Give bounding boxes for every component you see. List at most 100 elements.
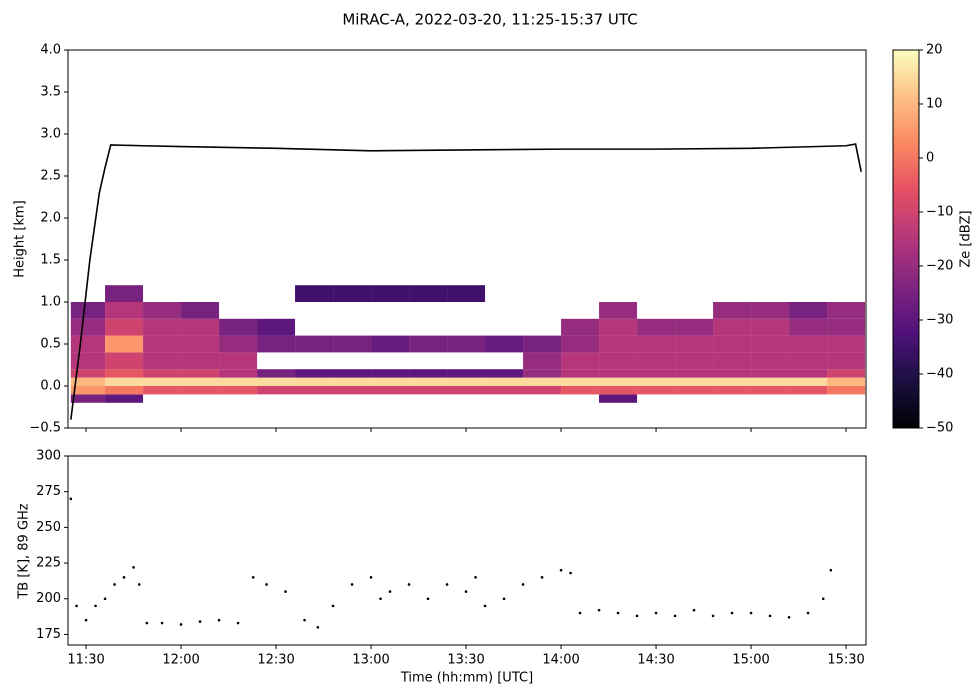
y-tick-label: 2.0 bbox=[40, 211, 61, 226]
heatmap-cell bbox=[599, 369, 638, 378]
colorbar-tick-label: −20 bbox=[926, 259, 953, 274]
tb-point bbox=[821, 597, 825, 601]
heatmap-cell bbox=[219, 377, 258, 386]
heatmap-cell bbox=[637, 377, 676, 386]
tb-point bbox=[445, 583, 449, 586]
y-tick-label: 0.0 bbox=[40, 379, 61, 394]
heatmap-cell bbox=[333, 285, 372, 302]
heatmap-cell bbox=[447, 335, 486, 353]
y-tick-label: 200 bbox=[36, 591, 61, 606]
x-tick-label: 13:00 bbox=[352, 653, 389, 668]
heatmap-cell bbox=[599, 302, 638, 319]
heatmap-cell bbox=[637, 386, 676, 395]
heatmap-cell bbox=[371, 386, 410, 395]
heatmap-cell bbox=[105, 318, 144, 336]
tb-point bbox=[521, 583, 525, 586]
heatmap-cell bbox=[295, 335, 334, 353]
x-tick-label: 13:30 bbox=[447, 653, 484, 668]
tb-point bbox=[502, 597, 506, 601]
tb-point bbox=[616, 611, 620, 615]
tb-point bbox=[103, 597, 107, 601]
heatmap-cell bbox=[637, 369, 676, 378]
heatmap-cell bbox=[70, 377, 106, 386]
heatmap-cell bbox=[751, 318, 790, 336]
heatmap-cell bbox=[827, 302, 866, 319]
heatmap-cell bbox=[219, 318, 258, 336]
heatmap-cell bbox=[105, 394, 144, 403]
colorbar-label: Ze [dBZ] bbox=[959, 210, 974, 267]
y-tick-label: 300 bbox=[36, 449, 61, 464]
heatmap-cell bbox=[181, 377, 220, 386]
heatmap-cell bbox=[333, 369, 372, 378]
tb-point bbox=[787, 616, 791, 619]
flight-altitude-line bbox=[70, 143, 863, 420]
heatmap-cell bbox=[295, 386, 334, 395]
tb-point bbox=[316, 625, 320, 629]
heatmap-cell bbox=[523, 335, 562, 353]
tb-point bbox=[284, 590, 287, 593]
heatmap-cell bbox=[105, 302, 144, 319]
heatmap-cell bbox=[447, 369, 486, 378]
x-tick-label: 15:00 bbox=[732, 653, 769, 668]
tb-point bbox=[236, 621, 240, 625]
heatmap-cell bbox=[409, 369, 448, 378]
heatmap-cell bbox=[409, 386, 448, 395]
heatmap-cell bbox=[181, 386, 220, 395]
colorbar-tick-label: −40 bbox=[926, 367, 953, 382]
tb-point bbox=[217, 618, 221, 622]
heatmap-cell bbox=[789, 302, 828, 319]
heatmap-cell bbox=[447, 377, 486, 386]
y-tick-label: 175 bbox=[36, 627, 61, 642]
heatmap-cell bbox=[257, 335, 296, 353]
x-tick-label: 15:30 bbox=[827, 653, 864, 668]
tb-point bbox=[69, 497, 73, 501]
heatmap-cell bbox=[485, 377, 524, 386]
heatmap-cell bbox=[713, 318, 752, 336]
tb-point bbox=[145, 621, 149, 625]
heatmap-cell bbox=[105, 352, 144, 370]
plot-frame bbox=[67, 455, 867, 646]
heatmap-cell bbox=[257, 318, 296, 336]
tb-point bbox=[464, 590, 468, 593]
heatmap-cell bbox=[181, 352, 220, 370]
tb-point bbox=[711, 614, 715, 618]
heatmap-cell bbox=[599, 386, 638, 395]
heatmap-cell bbox=[371, 377, 410, 386]
heatmap-cell bbox=[219, 352, 258, 370]
heatmap-cell bbox=[143, 386, 182, 395]
heatmap-cell bbox=[447, 386, 486, 395]
heatmap-cell bbox=[219, 335, 258, 353]
heatmap-cell bbox=[143, 377, 182, 386]
y-tick-label: 250 bbox=[36, 520, 61, 535]
heatmap-cell bbox=[599, 335, 638, 353]
tb-point bbox=[635, 614, 639, 618]
heatmap-cell bbox=[523, 386, 562, 395]
heatmap-cell bbox=[105, 386, 144, 395]
heatmap-cell bbox=[295, 369, 334, 378]
heatmap-cell bbox=[70, 352, 106, 370]
tb-point bbox=[132, 566, 135, 569]
heatmap-cell bbox=[523, 369, 562, 378]
heatmap-cell bbox=[371, 369, 410, 378]
heatmap-cell bbox=[751, 302, 790, 319]
heatmap-cell bbox=[105, 369, 144, 378]
heatmap-cell bbox=[143, 335, 182, 353]
y-tick-label: 1.0 bbox=[40, 295, 61, 310]
heatmap-cell bbox=[333, 377, 372, 386]
heatmap-cell bbox=[485, 335, 524, 353]
tb-point bbox=[673, 614, 677, 618]
x-tick-label: 11:30 bbox=[67, 653, 104, 668]
heatmap-cell bbox=[789, 335, 828, 353]
heatmap-cell bbox=[713, 352, 752, 370]
heatmap-cell bbox=[637, 318, 676, 336]
tb-point bbox=[137, 583, 141, 586]
colorbar-tick-label: −30 bbox=[926, 313, 953, 328]
tb-point bbox=[94, 604, 97, 608]
tb-point bbox=[113, 583, 116, 586]
heatmap-cell bbox=[447, 285, 486, 302]
tb-point bbox=[829, 568, 833, 572]
heatmap-cell bbox=[485, 386, 524, 395]
heatmap-cell bbox=[751, 335, 790, 353]
heatmap-cell bbox=[257, 377, 296, 386]
